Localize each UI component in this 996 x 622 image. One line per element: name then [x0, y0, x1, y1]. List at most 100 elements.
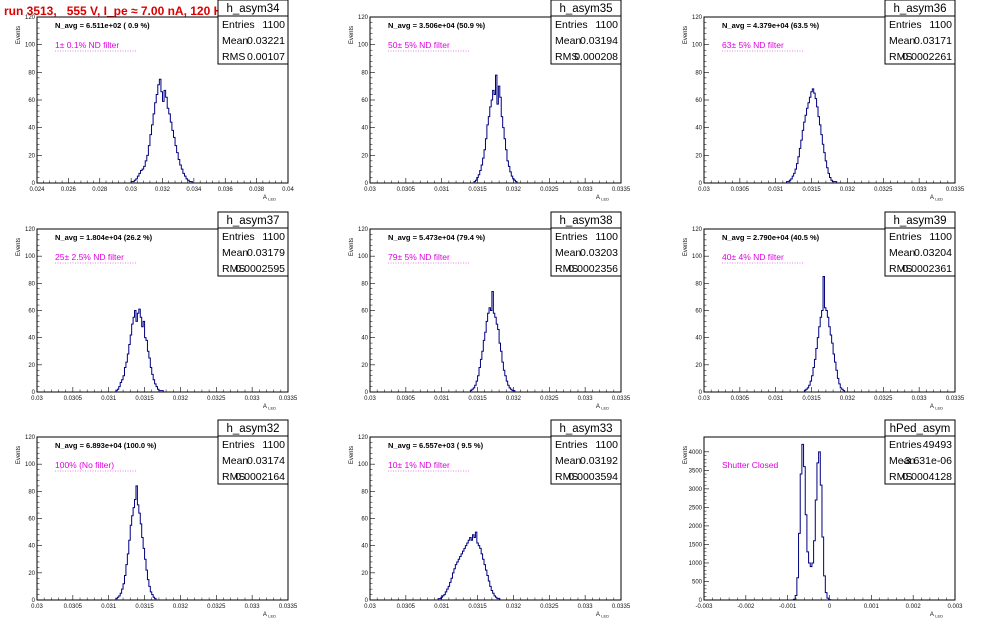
y-tick-label: 100 — [25, 462, 36, 468]
y-tick-label: 120 — [358, 435, 369, 441]
n-avg-label: N_avg = 4.379e+04 (63.5 %) — [722, 21, 820, 30]
y-tick-label: 20 — [361, 363, 368, 369]
x-tick-label: 0.03 — [364, 187, 376, 193]
stat-label: Entries — [889, 19, 922, 31]
stat-label: RMS — [555, 51, 578, 63]
stat-label: RMS — [222, 471, 245, 483]
histogram-series — [469, 290, 516, 392]
x-tick-label: 0.0315 — [802, 187, 821, 193]
n-avg-label: N_avg = 6.511e+02 ( 0.9 %) — [55, 21, 150, 30]
stat-label: RMS — [889, 51, 912, 63]
stat-label: Entries — [222, 439, 255, 451]
stat-value: 0.000208 — [574, 51, 618, 63]
x-axis-title: A LED — [263, 195, 276, 202]
stat-label: RMS — [555, 263, 578, 275]
histogram-panel-h_asym35: 0 20 40 60 80 100 120 0.03 0.0305 0.031 0.0315 0.03… — [349, 0, 631, 202]
y-tick-label: 100 — [692, 43, 703, 49]
y-tick-label: 0 — [32, 390, 36, 396]
histogram-name: h_asym38 — [559, 215, 612, 227]
x-tick-label: 0.032 — [506, 187, 522, 193]
stat-label: Mean — [222, 35, 248, 47]
x-axis-title: A LED — [596, 404, 609, 411]
x-tick-label: 0.033 — [912, 396, 928, 402]
histogram-panel-hPed_asym: 0 500 1000 1500 2000 2500 3000 3500 4000 -0.003 -0… — [683, 419, 963, 619]
x-tick-label: 0.0315 — [468, 396, 487, 402]
stat-label: RMS — [222, 51, 245, 63]
stat-label: Mean — [222, 247, 248, 259]
x-tick-label: 0.028 — [92, 187, 108, 193]
x-tick-label: 0.032 — [840, 396, 856, 402]
y-tick-label: 80 — [695, 281, 702, 287]
stats-box: h_asym35 Entries 1100 Mean0.03194RMS0.00020… — [550, 0, 622, 65]
x-tick-label: 0.0325 — [874, 396, 893, 402]
x-tick-label: 0.033 — [578, 187, 594, 193]
stat-value: 0.0004128 — [902, 471, 952, 483]
stat-value: 0.03194 — [580, 35, 618, 47]
stat-label: RMS — [889, 263, 912, 275]
x-tick-label: 0 — [828, 604, 832, 610]
stat-value: 0.0002361 — [902, 263, 952, 275]
stat-value: 0.03179 — [247, 247, 285, 259]
x-tick-label: 0.003 — [947, 604, 963, 610]
y-tick-label: 2000 — [689, 524, 703, 530]
stat-value: 0.03171 — [914, 35, 952, 47]
y-tick-label: 20 — [28, 153, 35, 159]
stat-value: 0.0002261 — [902, 51, 952, 63]
x-tick-label: 0.0305 — [64, 604, 83, 610]
x-axis-title: A LED — [930, 404, 943, 411]
y-axis-title: Events — [16, 446, 22, 464]
y-tick-label: 100 — [692, 254, 703, 260]
x-axis-title: A LED — [263, 612, 276, 619]
stats-box: h_asym37 Entries 1100 Mean0.03179RMS0.00025… — [217, 211, 289, 277]
histogram-panel-h_asym33: 0 20 40 60 80 100 120 0.03 0.0305 0.031 0.0315 0.03… — [349, 419, 631, 619]
stats-box: h_asym32 Entries 1100 Mean0.03174RMS0.00021… — [217, 419, 289, 485]
stat-label: Entries — [889, 231, 922, 243]
y-tick-label: 100 — [358, 43, 369, 49]
stat-value: 1100 — [595, 439, 618, 451]
x-tick-label: 0.0315 — [135, 604, 154, 610]
x-tick-label: 0.03 — [125, 187, 137, 193]
y-tick-label: 20 — [361, 153, 368, 159]
stat-value: 0.03203 — [580, 247, 618, 259]
y-axis-title: Events — [349, 238, 355, 256]
stat-value: 0.00107 — [247, 51, 285, 63]
x-tick-label: 0.0325 — [207, 604, 226, 610]
y-tick-label: 60 — [361, 98, 368, 104]
x-tick-label: 0.03 — [31, 396, 43, 402]
histogram-name: hPed_asym — [890, 423, 951, 435]
stat-label: Entries — [889, 439, 922, 451]
x-tick-label: 0.032 — [173, 396, 189, 402]
x-tick-label: 0.03 — [698, 396, 710, 402]
y-tick-label: 500 — [692, 579, 703, 585]
stat-label: Mean — [222, 455, 248, 467]
y-tick-label: 1500 — [689, 542, 703, 548]
x-axis-title: A LED — [930, 612, 943, 619]
histogram-panel-h_asym34: 0 20 40 60 80 100 120 0.024 0.026 0.028 0.03 0.032 0… — [16, 0, 294, 202]
y-tick-label: 80 — [361, 281, 368, 287]
x-tick-label: 0.0305 — [731, 187, 750, 193]
y-tick-label: 20 — [361, 571, 368, 577]
y-tick-label: 100 — [358, 462, 369, 468]
stat-label: RMS — [222, 263, 245, 275]
y-tick-label: 3500 — [689, 468, 703, 474]
stats-box: h_asym36 Entries 1100 Mean0.03171RMS0.00022… — [884, 0, 956, 65]
x-tick-label: -0.001 — [779, 604, 797, 610]
y-tick-label: 0 — [365, 181, 369, 187]
histogram-series — [437, 531, 501, 600]
x-tick-label: 0.033 — [578, 396, 594, 402]
stat-value: 0.0002595 — [235, 263, 285, 275]
histogram-name: h_asym39 — [893, 215, 946, 227]
stat-value: 1100 — [262, 439, 285, 451]
y-tick-label: 3000 — [689, 487, 703, 493]
y-tick-label: 1000 — [689, 561, 703, 567]
x-tick-label: 0.0325 — [874, 187, 893, 193]
histogram-name: h_asym34 — [226, 3, 280, 15]
x-tick-label: 0.001 — [864, 604, 880, 610]
histogram-series — [791, 443, 833, 601]
stat-label: Entries — [222, 231, 255, 243]
y-tick-label: 40 — [361, 126, 368, 132]
stat-value: 1100 — [595, 231, 618, 243]
x-tick-label: 0.0335 — [946, 396, 965, 402]
